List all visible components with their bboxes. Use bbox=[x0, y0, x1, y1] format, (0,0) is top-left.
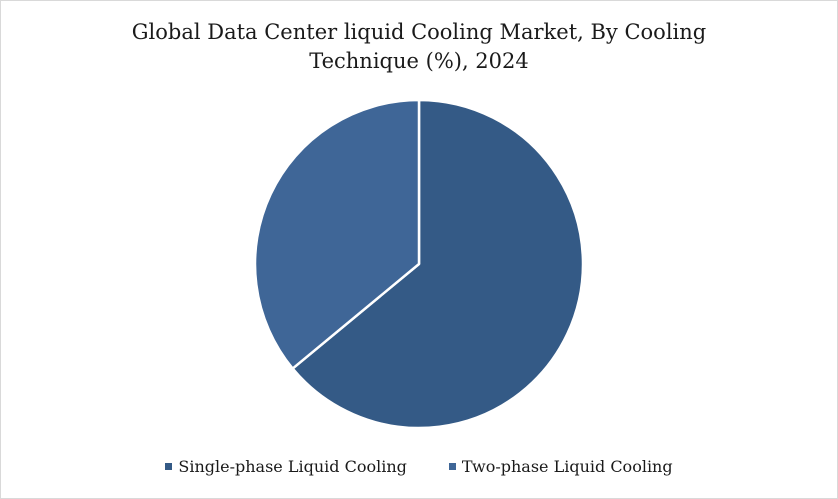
chart-legend: Single-phase Liquid Cooling Two-phase Li… bbox=[0, 457, 838, 476]
legend-swatch-single-phase bbox=[165, 463, 173, 470]
pie-slice-single-phase bbox=[291, 98, 585, 430]
legend-item-single-phase: Single-phase Liquid Cooling bbox=[165, 457, 407, 476]
legend-label-two-phase: Two-phase Liquid Cooling bbox=[461, 457, 673, 476]
chart-title-line-1: Global Data Center liquid Cooling Market… bbox=[131, 20, 707, 44]
legend-item-two-phase: Two-phase Liquid Cooling bbox=[448, 457, 673, 476]
legend-label-single-phase: Single-phase Liquid Cooling bbox=[178, 457, 407, 476]
chart-title-line-2: Technique (%), 2024 bbox=[309, 49, 529, 73]
legend-swatch-two-phase bbox=[448, 463, 456, 470]
chart-title: Global Data Center liquid Cooling Market… bbox=[0, 18, 838, 76]
pie-slice-two-phase bbox=[253, 98, 421, 370]
